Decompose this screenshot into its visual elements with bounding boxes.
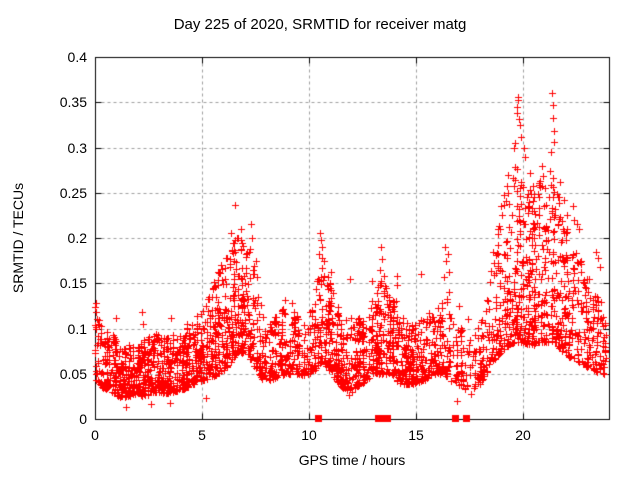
y-tick-label-0.35: 0.35 <box>59 94 87 110</box>
x-tick-label-20: 20 <box>515 427 531 443</box>
y-tick-label-0.15: 0.15 <box>59 275 87 291</box>
y-tick-label-0.3: 0.3 <box>67 140 87 156</box>
x-tick-label-5: 5 <box>198 427 206 443</box>
y-tick-label-0.1: 0.1 <box>67 321 87 337</box>
x-axis-label: GPS time / hours <box>298 452 406 468</box>
x-tick-label-0: 0 <box>91 427 99 443</box>
y-tick-label-0.05: 0.05 <box>59 366 87 382</box>
y-tick-label-0: 0 <box>79 411 87 427</box>
y-tick-label-0.2: 0.2 <box>67 230 87 246</box>
x-tick-label-15: 15 <box>408 427 424 443</box>
y-tick-label-0.4: 0.4 <box>67 49 87 65</box>
y-axis-label: SRMTID / TECUs <box>10 182 26 294</box>
x-tick-label-10: 10 <box>301 427 317 443</box>
y-tick-label-0.25: 0.25 <box>59 185 87 201</box>
chart-title: Day 225 of 2020, SRMTID for receiver mat… <box>173 16 467 33</box>
